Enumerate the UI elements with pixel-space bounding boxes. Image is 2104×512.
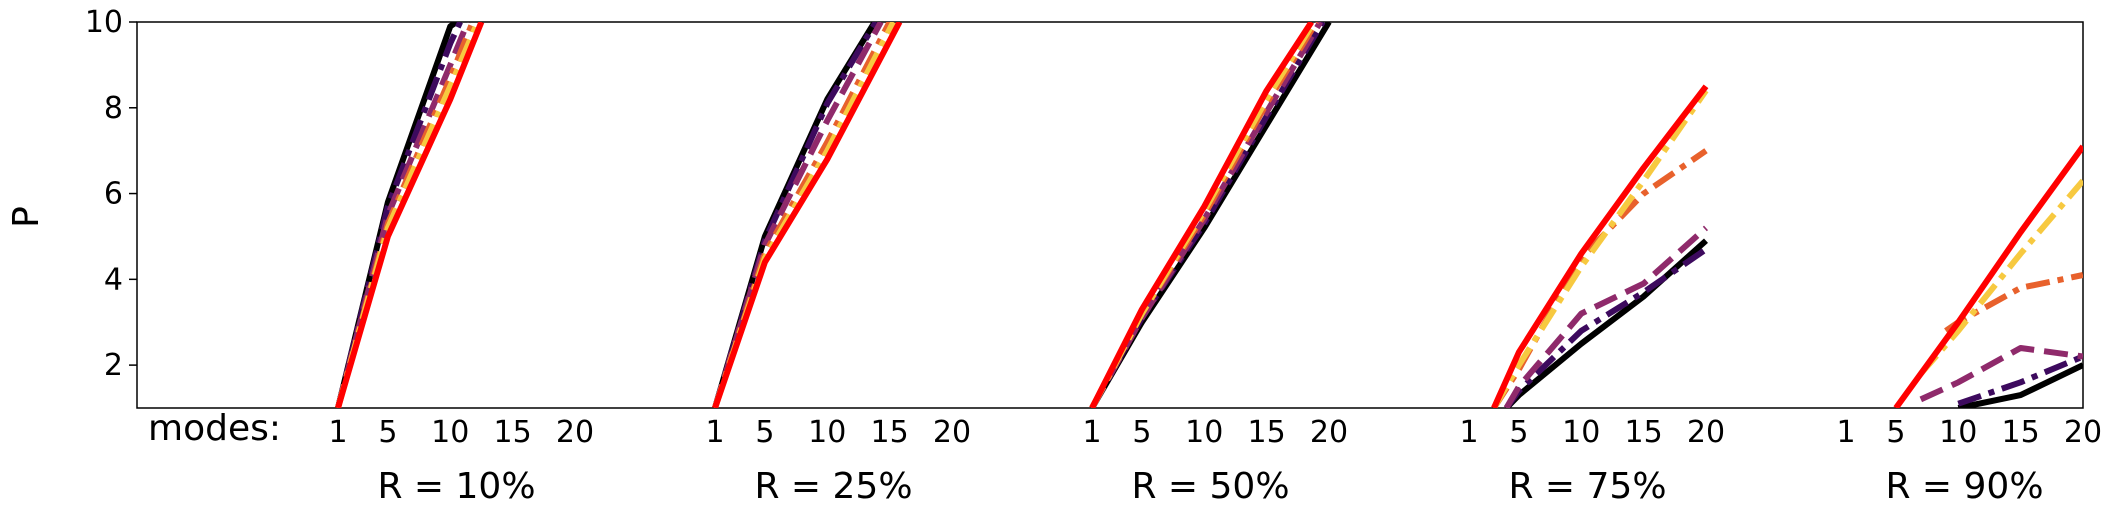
x-tick-label: 5 xyxy=(755,415,774,450)
x-tick-label: 10 xyxy=(1185,415,1223,450)
x-tick-label: 20 xyxy=(556,415,594,450)
x-tick-label: 5 xyxy=(378,415,397,450)
series-line xyxy=(1893,144,2083,408)
y-axis-label: P xyxy=(6,206,47,228)
x-tick-label: 1 xyxy=(328,415,347,450)
series-line xyxy=(335,22,485,408)
series-line xyxy=(1957,362,2083,408)
x-tick-label: 15 xyxy=(871,415,909,450)
x-tick-label: 5 xyxy=(1509,415,1528,450)
x-axis: 1 5 10 15 20R = 10%1 5 10 15 20R = 25%1 5 10 15 20R … xyxy=(328,415,2102,507)
x-tick-label: 1 xyxy=(1836,415,1855,450)
x-tick-label: 15 xyxy=(494,415,532,450)
y-tick-label: 4 xyxy=(104,262,123,297)
series-line xyxy=(1503,225,1708,408)
x-tick-label: 5 xyxy=(1886,415,1905,450)
series-line xyxy=(335,22,471,408)
x-tick-label: 10 xyxy=(1939,415,1977,450)
x-tick-label: 15 xyxy=(1248,415,1286,450)
x-tick-label: 20 xyxy=(1310,415,1348,450)
panel-label: R = 75% xyxy=(1508,466,1666,507)
y-axis: 2 4 6 8 10 xyxy=(85,5,137,383)
series-line xyxy=(1491,88,1709,408)
series-line xyxy=(1491,84,1709,408)
panel-label: R = 50% xyxy=(1131,466,1289,507)
panel-label: R = 25% xyxy=(754,466,912,507)
y-tick-label: 6 xyxy=(104,177,123,212)
series-line xyxy=(712,22,884,408)
y-tick-label: 10 xyxy=(85,5,123,40)
x-tick-label: 20 xyxy=(2064,415,2102,450)
panel-label: R = 10% xyxy=(377,466,535,507)
series-line xyxy=(335,22,476,408)
panel-label: R = 90% xyxy=(1885,466,2043,507)
x-tick-label: 1 xyxy=(1459,415,1478,450)
series-line xyxy=(1918,178,2083,376)
series-line xyxy=(712,22,893,408)
x-tick-label: 10 xyxy=(431,415,469,450)
plot-frame xyxy=(136,21,2084,409)
series-line xyxy=(1491,148,1708,408)
series-line xyxy=(1919,345,2083,403)
y-tick-label: 2 xyxy=(104,348,123,383)
x-tick-label: 1 xyxy=(705,415,724,450)
x-tick-label: 5 xyxy=(1132,415,1151,450)
x-tick-label: 20 xyxy=(933,415,971,450)
series-line xyxy=(1089,22,1317,408)
x-tick-label: 10 xyxy=(808,415,846,450)
x-tick-label: 15 xyxy=(1625,415,1663,450)
x-tick-label: 1 xyxy=(1082,415,1101,450)
x-tick-label: 10 xyxy=(1562,415,1600,450)
series-line xyxy=(1089,22,1315,408)
x-tick-label: 15 xyxy=(2002,415,2040,450)
series-line xyxy=(1957,353,2083,407)
series-line xyxy=(712,22,879,408)
x-tick-label: 20 xyxy=(1687,415,1725,450)
series-layer xyxy=(335,22,2083,408)
x-axis-prefix: modes: xyxy=(148,408,281,449)
y-tick-label: 8 xyxy=(104,91,123,126)
series-line xyxy=(712,22,903,408)
series-line xyxy=(1089,22,1332,408)
